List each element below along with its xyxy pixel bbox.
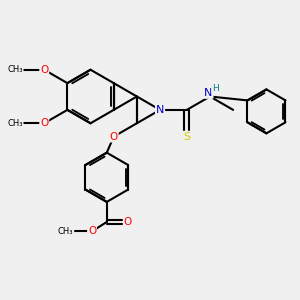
Text: O: O bbox=[124, 217, 132, 227]
Text: N: N bbox=[204, 88, 213, 98]
Text: O: O bbox=[40, 65, 48, 75]
Text: CH₃: CH₃ bbox=[7, 119, 23, 128]
Text: N: N bbox=[156, 105, 164, 115]
Text: CH₃: CH₃ bbox=[7, 65, 23, 74]
Text: O: O bbox=[40, 118, 48, 128]
Text: CH₃: CH₃ bbox=[58, 227, 73, 236]
Text: O: O bbox=[88, 226, 96, 236]
Text: O: O bbox=[110, 132, 118, 142]
Text: H: H bbox=[212, 84, 219, 93]
Text: S: S bbox=[183, 132, 190, 142]
